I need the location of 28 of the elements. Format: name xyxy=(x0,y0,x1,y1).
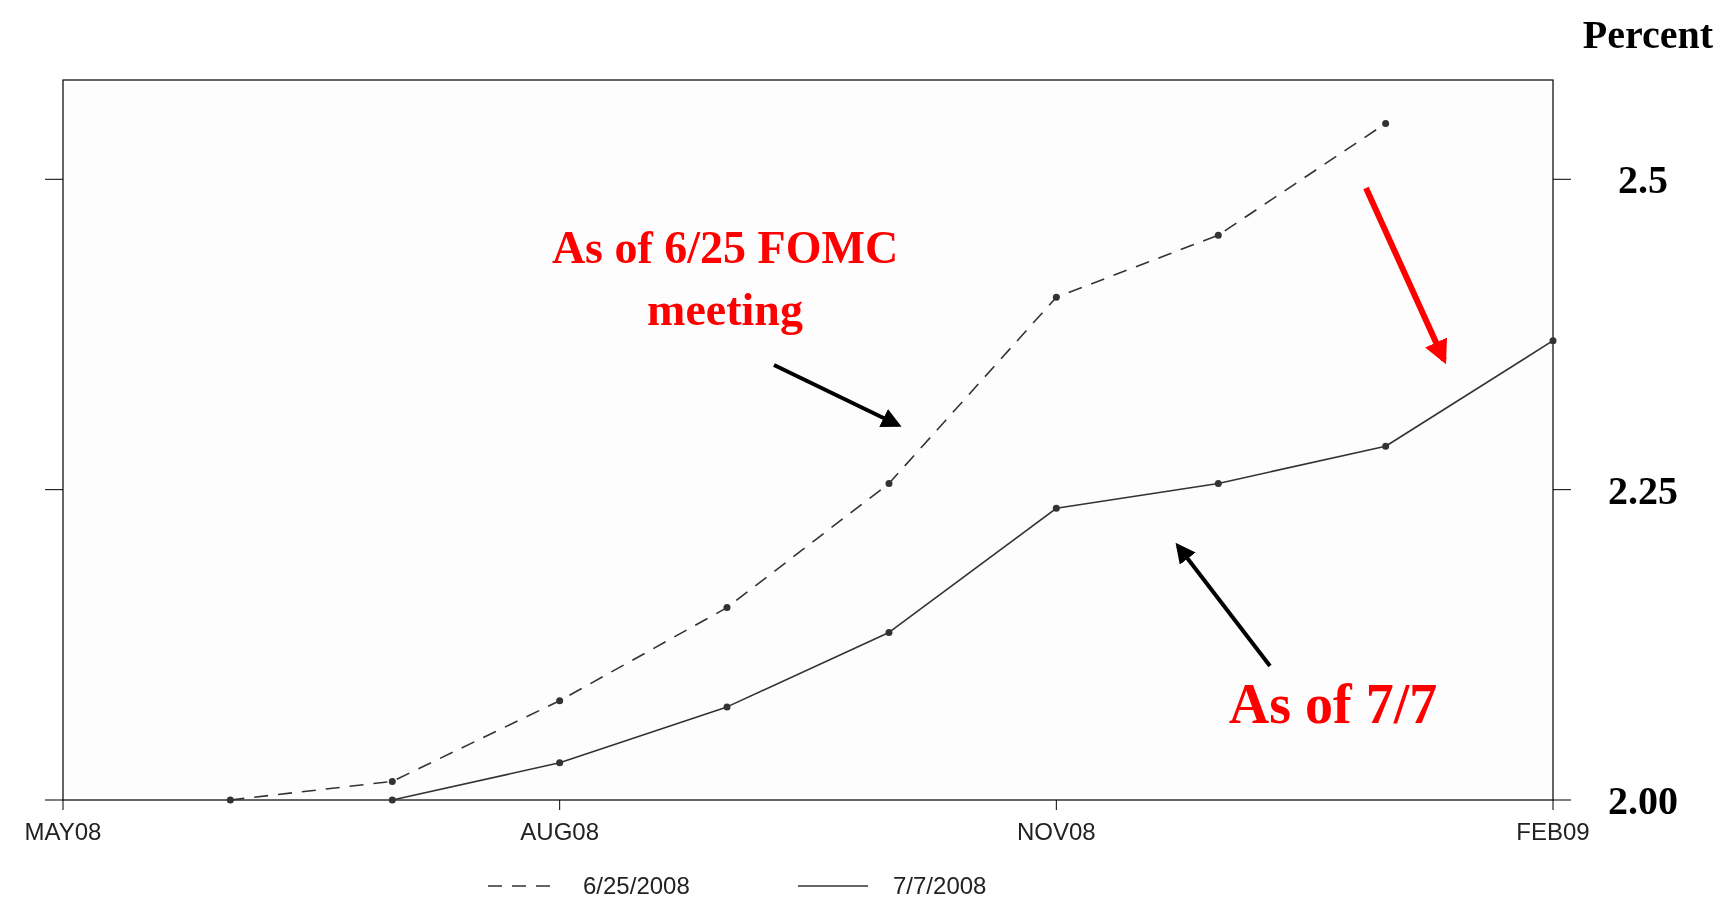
point xyxy=(723,604,731,612)
point xyxy=(1382,119,1390,127)
y-tick-label: 2.25 xyxy=(1608,467,1678,513)
point xyxy=(388,777,396,785)
point xyxy=(1052,504,1060,512)
point xyxy=(723,703,731,711)
legend-label: 6/25/2008 xyxy=(583,872,690,900)
annotation: As of 7/7 xyxy=(1228,673,1438,735)
y-tick-label: 2.5 xyxy=(1618,157,1668,203)
point xyxy=(885,628,893,636)
y-axis-title: Percent xyxy=(1582,12,1714,57)
x-tick-label: AUG08 xyxy=(520,818,600,845)
point xyxy=(556,697,564,705)
point xyxy=(1052,293,1060,301)
point xyxy=(1214,479,1222,487)
legend-label: 7/7/2008 xyxy=(893,872,987,900)
point xyxy=(556,759,564,767)
point xyxy=(1549,337,1557,345)
x-tick-label: FEB09 xyxy=(1516,818,1590,845)
point xyxy=(885,479,893,487)
point xyxy=(1382,442,1390,450)
point xyxy=(388,796,396,804)
y-tick-label: 2.00 xyxy=(1608,778,1678,823)
point xyxy=(1214,231,1222,239)
x-tick-label: MAY08 xyxy=(24,818,102,845)
annotation: As of 6/25 FOMC meeting xyxy=(551,222,899,335)
point xyxy=(226,796,234,804)
x-tick-label: NOV08 xyxy=(1016,818,1096,845)
